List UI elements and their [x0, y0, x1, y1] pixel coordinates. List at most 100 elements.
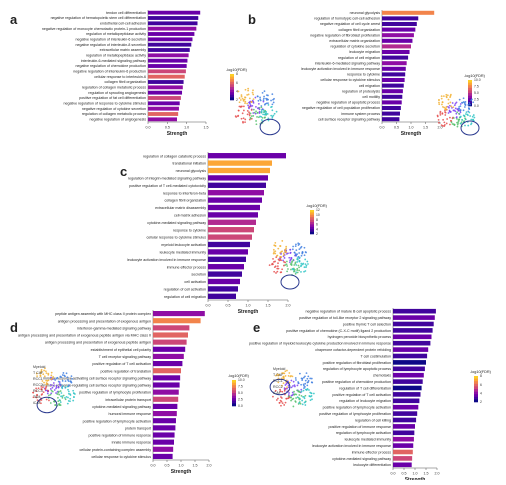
umap-point [290, 386, 293, 389]
highlight-circle [269, 378, 291, 396]
umap-point [272, 263, 274, 266]
colorbar-segment [232, 398, 236, 402]
umap-point [467, 104, 470, 106]
umap-point [39, 371, 42, 374]
umap-point [304, 404, 307, 406]
umap-point [52, 384, 55, 387]
umap-point [285, 251, 288, 254]
colorbar-segment [310, 219, 314, 223]
bar [153, 375, 181, 381]
umap-point [457, 119, 460, 121]
umap-point [64, 386, 67, 389]
umap-point [49, 393, 52, 396]
bar [208, 286, 238, 292]
umap-point [62, 372, 65, 374]
umap-point [283, 389, 286, 392]
category-label: regulation of leukocyte migration [339, 399, 391, 403]
umap-point [310, 392, 313, 395]
colorbar-tick-label: 0.0 [238, 404, 243, 408]
umap-point [52, 376, 55, 378]
umap-point [303, 266, 306, 269]
umap-point [36, 394, 39, 396]
bar [393, 366, 425, 372]
umap-point [301, 379, 304, 381]
umap-point [297, 242, 300, 245]
umap-point [73, 396, 75, 398]
bar [148, 10, 201, 15]
umap-point [262, 99, 265, 102]
umap-point [454, 107, 457, 110]
umap-point [246, 94, 249, 96]
bar [208, 204, 260, 211]
bar [148, 85, 183, 90]
umap-point [251, 99, 254, 102]
umap-point [254, 96, 257, 99]
panel-label: a [10, 12, 18, 27]
category-label: negative regulation of interleukin-6 sec… [75, 37, 146, 41]
umap-point [294, 400, 297, 403]
colorbar-segment [230, 87, 234, 90]
umap-point [270, 106, 272, 109]
umap-point [51, 390, 54, 393]
colorbar-tick-label: 6 [480, 383, 482, 387]
bar [393, 360, 426, 365]
umap-point [293, 264, 296, 266]
bar [382, 10, 435, 15]
umap-point [246, 113, 249, 116]
bar [382, 72, 406, 77]
umap-point [448, 106, 450, 109]
umap-point [305, 264, 308, 267]
category-label: negative regulation of interleukin-6 pro… [73, 69, 146, 73]
umap-point [45, 398, 48, 401]
category-label: positive regulation of lymphocyte activa… [323, 406, 391, 410]
umap-point [252, 108, 255, 111]
colorbar-segment [474, 378, 478, 382]
umap-point [467, 124, 470, 127]
umap-cluster-label: Myeloid [273, 367, 285, 371]
x-tick-label: 1.5 [266, 304, 271, 308]
panel-label: e [253, 320, 260, 335]
umap-point [279, 271, 282, 274]
umap-point [441, 101, 444, 104]
umap-point [49, 388, 52, 390]
category-label: cellular response to cytokine stimulus [146, 236, 206, 240]
umap-point [284, 264, 287, 266]
category-label: positive regulation of fibroblast prolif… [323, 361, 391, 365]
panel-label: d [10, 320, 18, 335]
umap-point [279, 390, 282, 393]
umap-point [244, 118, 247, 121]
umap-point [40, 402, 42, 405]
umap-point [291, 385, 294, 387]
umap-point [54, 379, 57, 381]
umap-point [282, 377, 285, 380]
umap-point [312, 392, 315, 395]
category-label: peptide antigen assembly with MHC class … [55, 312, 151, 316]
umap-point [445, 122, 448, 125]
umap-point [64, 397, 66, 399]
umap-point [294, 245, 297, 248]
category-label: cell surface receptor signaling pathway [318, 117, 380, 121]
umap-point [282, 376, 285, 378]
umap-point [299, 402, 302, 405]
umap-point [437, 119, 440, 121]
category-label: cell-matrix adhesion [174, 213, 206, 217]
umap-cluster-label: RCC1 [33, 377, 43, 381]
umap-point [55, 387, 57, 390]
umap-point [242, 117, 245, 120]
umap-point [270, 99, 272, 102]
umap-cluster-label: RCC1 [273, 379, 283, 383]
category-label: leukocyte activation involved in immune … [127, 258, 206, 262]
umap-inset [436, 93, 480, 136]
umap-point [35, 390, 38, 392]
category-label: T cell costimulation [361, 354, 392, 358]
umap-point [277, 262, 279, 265]
umap-point [240, 95, 243, 98]
umap-point [239, 99, 242, 101]
category-label: antigen processing and presentation of e… [58, 319, 151, 323]
umap-point [444, 108, 447, 111]
umap-point [298, 394, 301, 396]
umap-point [301, 251, 304, 254]
colorbar-segment [230, 79, 234, 83]
umap-point [267, 102, 269, 104]
bar [148, 21, 198, 26]
